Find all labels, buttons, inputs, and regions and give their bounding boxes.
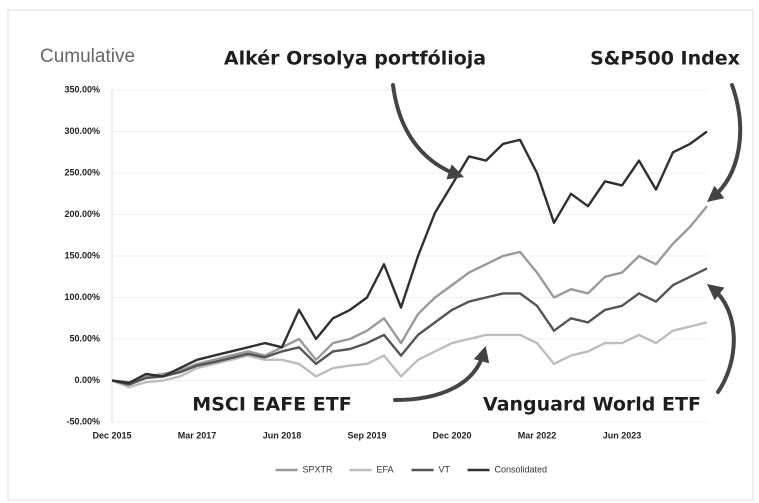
- x-tick-label: Dec 2015: [92, 430, 131, 440]
- arrow: [391, 83, 465, 180]
- x-tick-label: Mar 2022: [518, 430, 557, 440]
- x-tick-label: Jun 2023: [603, 430, 642, 440]
- arrow: [393, 345, 490, 402]
- y-tick-label: 0.00%: [74, 375, 100, 385]
- x-tick-label: Jun 2018: [263, 430, 302, 440]
- x-tick-label: Sep 2019: [347, 430, 386, 440]
- y-tick-label: 100.00%: [64, 292, 100, 302]
- x-tick-label: Dec 2020: [432, 430, 471, 440]
- arrow: [707, 83, 743, 203]
- plot: -50.00% 0.00% 50.00% 100.00% 150.00% 200.00% 2…: [64, 84, 708, 474]
- series-line: [111, 321, 708, 389]
- legend-label: VT: [439, 464, 451, 474]
- series-line: [111, 205, 708, 384]
- legend-label: EFA: [377, 464, 394, 474]
- y-tick-label: 350.00%: [64, 84, 100, 94]
- annotation: S&P500 Index: [590, 48, 740, 70]
- y-tick-label: 300.00%: [64, 126, 100, 136]
- annotation: Vanguard World ETF: [483, 394, 701, 416]
- y-tick-label: 150.00%: [64, 250, 100, 260]
- card: [7, 9, 754, 501]
- y-tick-label: 250.00%: [64, 167, 100, 177]
- chart-title: Cumulative: [40, 46, 135, 67]
- series-line: [111, 130, 708, 385]
- y-tick-label: -50.00%: [66, 416, 100, 426]
- annotation: Alkér Orsolya portfólioja: [224, 48, 486, 70]
- y-tick-label: 200.00%: [64, 209, 100, 219]
- legend-label: Consolidated: [495, 464, 548, 474]
- series-line: [111, 267, 708, 386]
- legend-label: SPXTR: [303, 464, 334, 474]
- y-tick-label: 50.00%: [69, 333, 100, 343]
- x-tick-label: Mar 2017: [178, 430, 217, 440]
- annotation: MSCI EAFE ETF: [192, 394, 351, 416]
- arrow: [706, 284, 736, 394]
